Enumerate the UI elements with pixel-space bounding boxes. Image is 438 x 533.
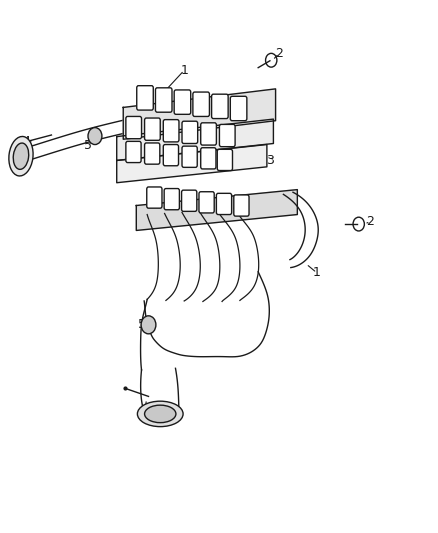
Text: 4: 4 [23,135,31,148]
FancyBboxPatch shape [182,146,197,167]
Text: 4: 4 [141,411,149,424]
FancyBboxPatch shape [216,193,232,215]
FancyBboxPatch shape [217,149,233,171]
FancyBboxPatch shape [145,143,160,164]
FancyBboxPatch shape [212,94,228,118]
Polygon shape [117,119,273,160]
Polygon shape [117,144,267,183]
FancyBboxPatch shape [147,187,162,208]
FancyBboxPatch shape [182,121,198,143]
FancyBboxPatch shape [174,90,191,114]
Ellipse shape [13,143,29,169]
FancyBboxPatch shape [193,92,209,116]
Text: 5: 5 [138,318,145,332]
FancyBboxPatch shape [126,141,141,163]
FancyBboxPatch shape [155,88,172,112]
FancyBboxPatch shape [163,144,179,166]
FancyBboxPatch shape [164,189,180,210]
Text: 1: 1 [313,266,321,279]
Text: 2: 2 [275,47,283,60]
Polygon shape [123,89,276,139]
Text: 5: 5 [85,139,92,152]
Text: 3: 3 [266,154,274,167]
Text: 2: 2 [367,215,374,228]
Ellipse shape [138,401,183,426]
Polygon shape [136,190,297,230]
Text: 1: 1 [180,64,188,77]
FancyBboxPatch shape [234,195,249,216]
FancyBboxPatch shape [230,96,247,120]
Ellipse shape [9,136,33,176]
Circle shape [141,316,156,334]
FancyBboxPatch shape [219,124,235,147]
FancyBboxPatch shape [145,118,160,140]
FancyBboxPatch shape [163,119,179,142]
FancyBboxPatch shape [137,86,153,110]
FancyBboxPatch shape [201,123,216,145]
FancyBboxPatch shape [201,148,216,169]
FancyBboxPatch shape [199,192,214,213]
FancyBboxPatch shape [126,116,141,139]
Ellipse shape [145,405,176,423]
Circle shape [88,127,102,144]
FancyBboxPatch shape [182,190,197,212]
